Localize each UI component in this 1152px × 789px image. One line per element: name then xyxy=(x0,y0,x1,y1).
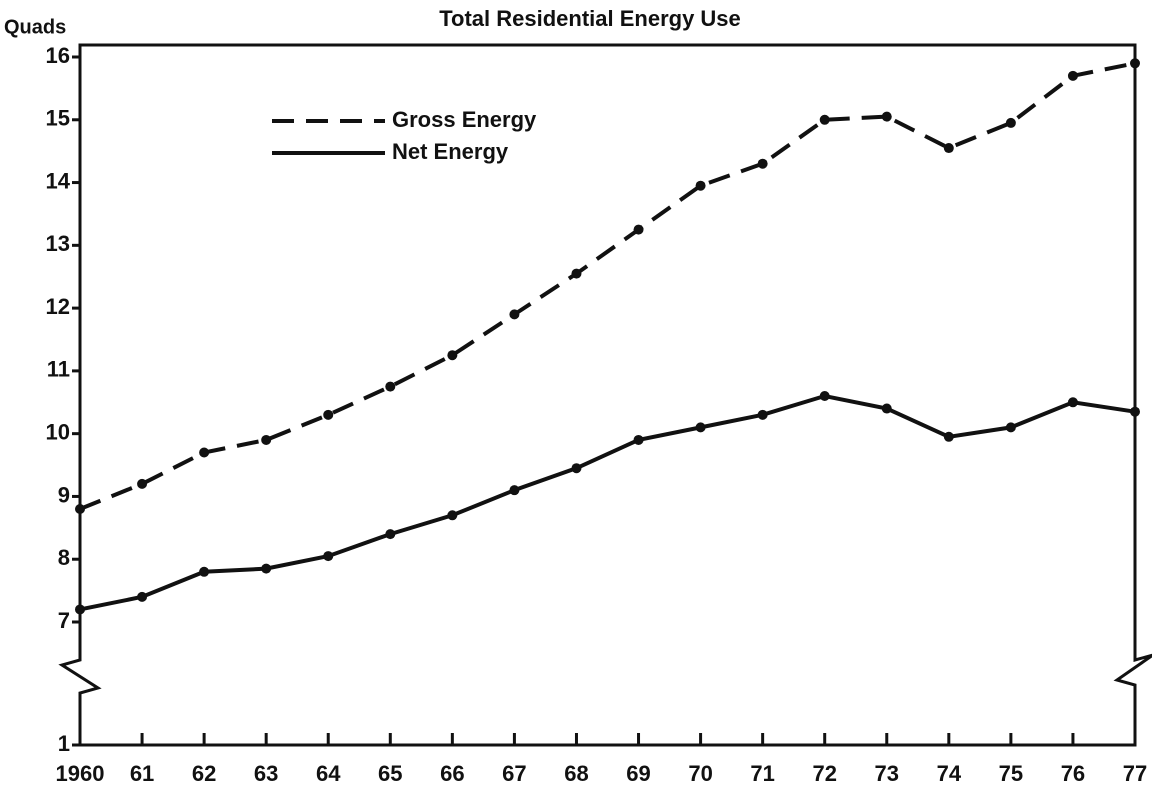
data-point xyxy=(447,510,458,521)
y-tick-label: 13 xyxy=(46,231,70,256)
data-point xyxy=(757,158,768,169)
data-point xyxy=(695,180,706,191)
y-tick-label: 15 xyxy=(46,106,70,131)
x-tick-label: 71 xyxy=(750,761,774,786)
chart-title: Total Residential Energy Use xyxy=(439,6,741,31)
x-tick-label: 73 xyxy=(875,761,899,786)
data-point xyxy=(633,434,644,445)
data-point xyxy=(323,551,334,562)
x-tick-label: 66 xyxy=(440,761,464,786)
series-line xyxy=(79,61,1136,511)
data-point xyxy=(385,381,396,392)
data-point xyxy=(881,111,892,122)
data-point xyxy=(261,434,272,445)
x-tick-label: 1960 xyxy=(56,761,105,786)
legend-label: Gross Energy xyxy=(392,107,537,132)
data-point xyxy=(75,604,85,615)
x-tick-label: 64 xyxy=(316,761,341,786)
data-point xyxy=(509,309,520,320)
data-point xyxy=(819,391,830,401)
data-point xyxy=(261,563,272,574)
y-axis-label: Quads xyxy=(4,16,66,38)
x-tick-label: 76 xyxy=(1061,761,1085,786)
x-tick-label: 70 xyxy=(688,761,712,786)
data-point xyxy=(323,409,334,420)
data-point xyxy=(571,463,582,474)
x-tick-label: 68 xyxy=(564,761,588,786)
data-point xyxy=(75,504,85,514)
data-point xyxy=(1005,422,1016,433)
y-tick-label: 16 xyxy=(46,43,70,68)
y-tick-label: 10 xyxy=(46,419,70,444)
legend-label: Net Energy xyxy=(392,139,509,164)
y-tick-label: 8 xyxy=(58,545,70,570)
left-axis xyxy=(58,43,1152,747)
y-tick-label: 7 xyxy=(58,608,70,633)
x-tick-label: 74 xyxy=(937,761,962,786)
x-tick-label: 63 xyxy=(254,761,278,786)
y-tick-label: 14 xyxy=(46,168,71,193)
x-tick-label: 61 xyxy=(130,761,154,786)
data-point xyxy=(1067,397,1078,408)
data-point xyxy=(1005,117,1016,128)
data-point xyxy=(1067,70,1078,81)
data-point xyxy=(695,422,706,433)
x-tick-label: 62 xyxy=(192,761,216,786)
data-point xyxy=(757,409,768,420)
data-point xyxy=(1130,406,1140,417)
data-point xyxy=(137,478,148,489)
x-tick-label: 75 xyxy=(999,761,1023,786)
x-tick-label: 72 xyxy=(812,761,836,786)
y-tick-label: 12 xyxy=(46,294,70,319)
data-point xyxy=(881,403,892,414)
data-point xyxy=(447,350,458,361)
y-tick-label: 9 xyxy=(58,482,70,507)
data-point xyxy=(943,143,954,154)
x-tick-label: 67 xyxy=(502,761,526,786)
series-line xyxy=(79,393,1136,612)
y-tick-label: 1 xyxy=(58,731,70,756)
data-point xyxy=(819,114,830,125)
data-point xyxy=(385,529,396,540)
data-point xyxy=(633,224,644,235)
data-point xyxy=(509,485,520,496)
data-point xyxy=(137,591,148,602)
x-tick-label: 77 xyxy=(1123,761,1147,786)
data-point xyxy=(571,268,582,279)
data-point xyxy=(1130,58,1140,69)
data-point xyxy=(199,447,210,458)
x-tick-label: 69 xyxy=(626,761,650,786)
y-tick-label: 11 xyxy=(47,357,70,382)
data-point xyxy=(943,431,954,442)
data-point xyxy=(199,566,210,577)
x-tick-label: 65 xyxy=(378,761,402,786)
